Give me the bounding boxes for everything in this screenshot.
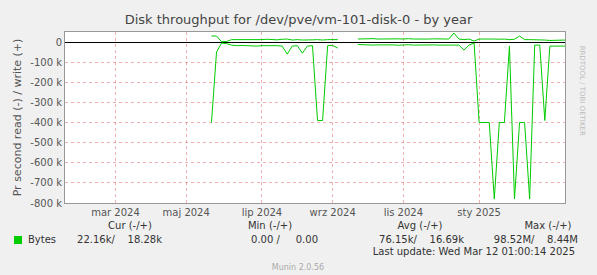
svg-text:Disk throughput for /dev/pve/v: Disk throughput for /dev/pve/vm-101-disk… bbox=[125, 12, 473, 27]
svg-text:RRDTOOL / TOBI OETIKER: RRDTOOL / TOBI OETIKER bbox=[578, 46, 586, 136]
svg-text:-600 k: -600 k bbox=[30, 157, 62, 168]
html-text:Max (-/+): Max (-/+) bbox=[524, 220, 572, 231]
svg-text:lis 2024: lis 2024 bbox=[384, 207, 423, 218]
html-text:Min (-/+): Min (-/+) bbox=[248, 220, 292, 231]
html-text:76.15k/ 16.69k: 76.15k/ 16.69k bbox=[379, 234, 464, 245]
svg-text:Pr second read (-) / write (+): Pr second read (-) / write (+) bbox=[11, 39, 24, 197]
html-text:Munin 2.0.56: Munin 2.0.56 bbox=[271, 263, 325, 272]
html-text:98.52M/ 8.44M: 98.52M/ 8.44M bbox=[493, 234, 578, 245]
svg-text:wrz 2024: wrz 2024 bbox=[310, 207, 356, 218]
svg-text:-300 k: -300 k bbox=[30, 97, 62, 108]
svg-text:0: 0 bbox=[56, 37, 62, 48]
svg-text:-200 k: -200 k bbox=[30, 77, 62, 88]
svg-text:mar 2024: mar 2024 bbox=[91, 207, 140, 218]
svg-text:-800 k: -800 k bbox=[30, 198, 62, 209]
svg-text:maj 2024: maj 2024 bbox=[163, 207, 210, 218]
html-text:22.16k/ 18.28k: 22.16k/ 18.28k bbox=[77, 234, 162, 245]
html-text:0.00 / 0.00: 0.00 / 0.00 bbox=[251, 234, 318, 245]
html-text:Cur (-/+): Cur (-/+) bbox=[108, 220, 152, 231]
svg-text:-700 k: -700 k bbox=[30, 177, 62, 188]
svg-text:-400 k: -400 k bbox=[30, 117, 62, 128]
svg-text:sty 2025: sty 2025 bbox=[457, 207, 501, 218]
svg-text:lip 2024: lip 2024 bbox=[242, 207, 283, 218]
svg-text:-100 k: -100 k bbox=[30, 57, 62, 68]
html-text:Bytes: Bytes bbox=[28, 234, 57, 245]
html-text:Avg (-/+): Avg (-/+) bbox=[397, 220, 443, 231]
svg-text:-500 k: -500 k bbox=[30, 137, 62, 148]
html-text:Last update: Wed Mar 12 01:00:: Last update: Wed Mar 12 01:00:14 2025 bbox=[372, 246, 575, 257]
